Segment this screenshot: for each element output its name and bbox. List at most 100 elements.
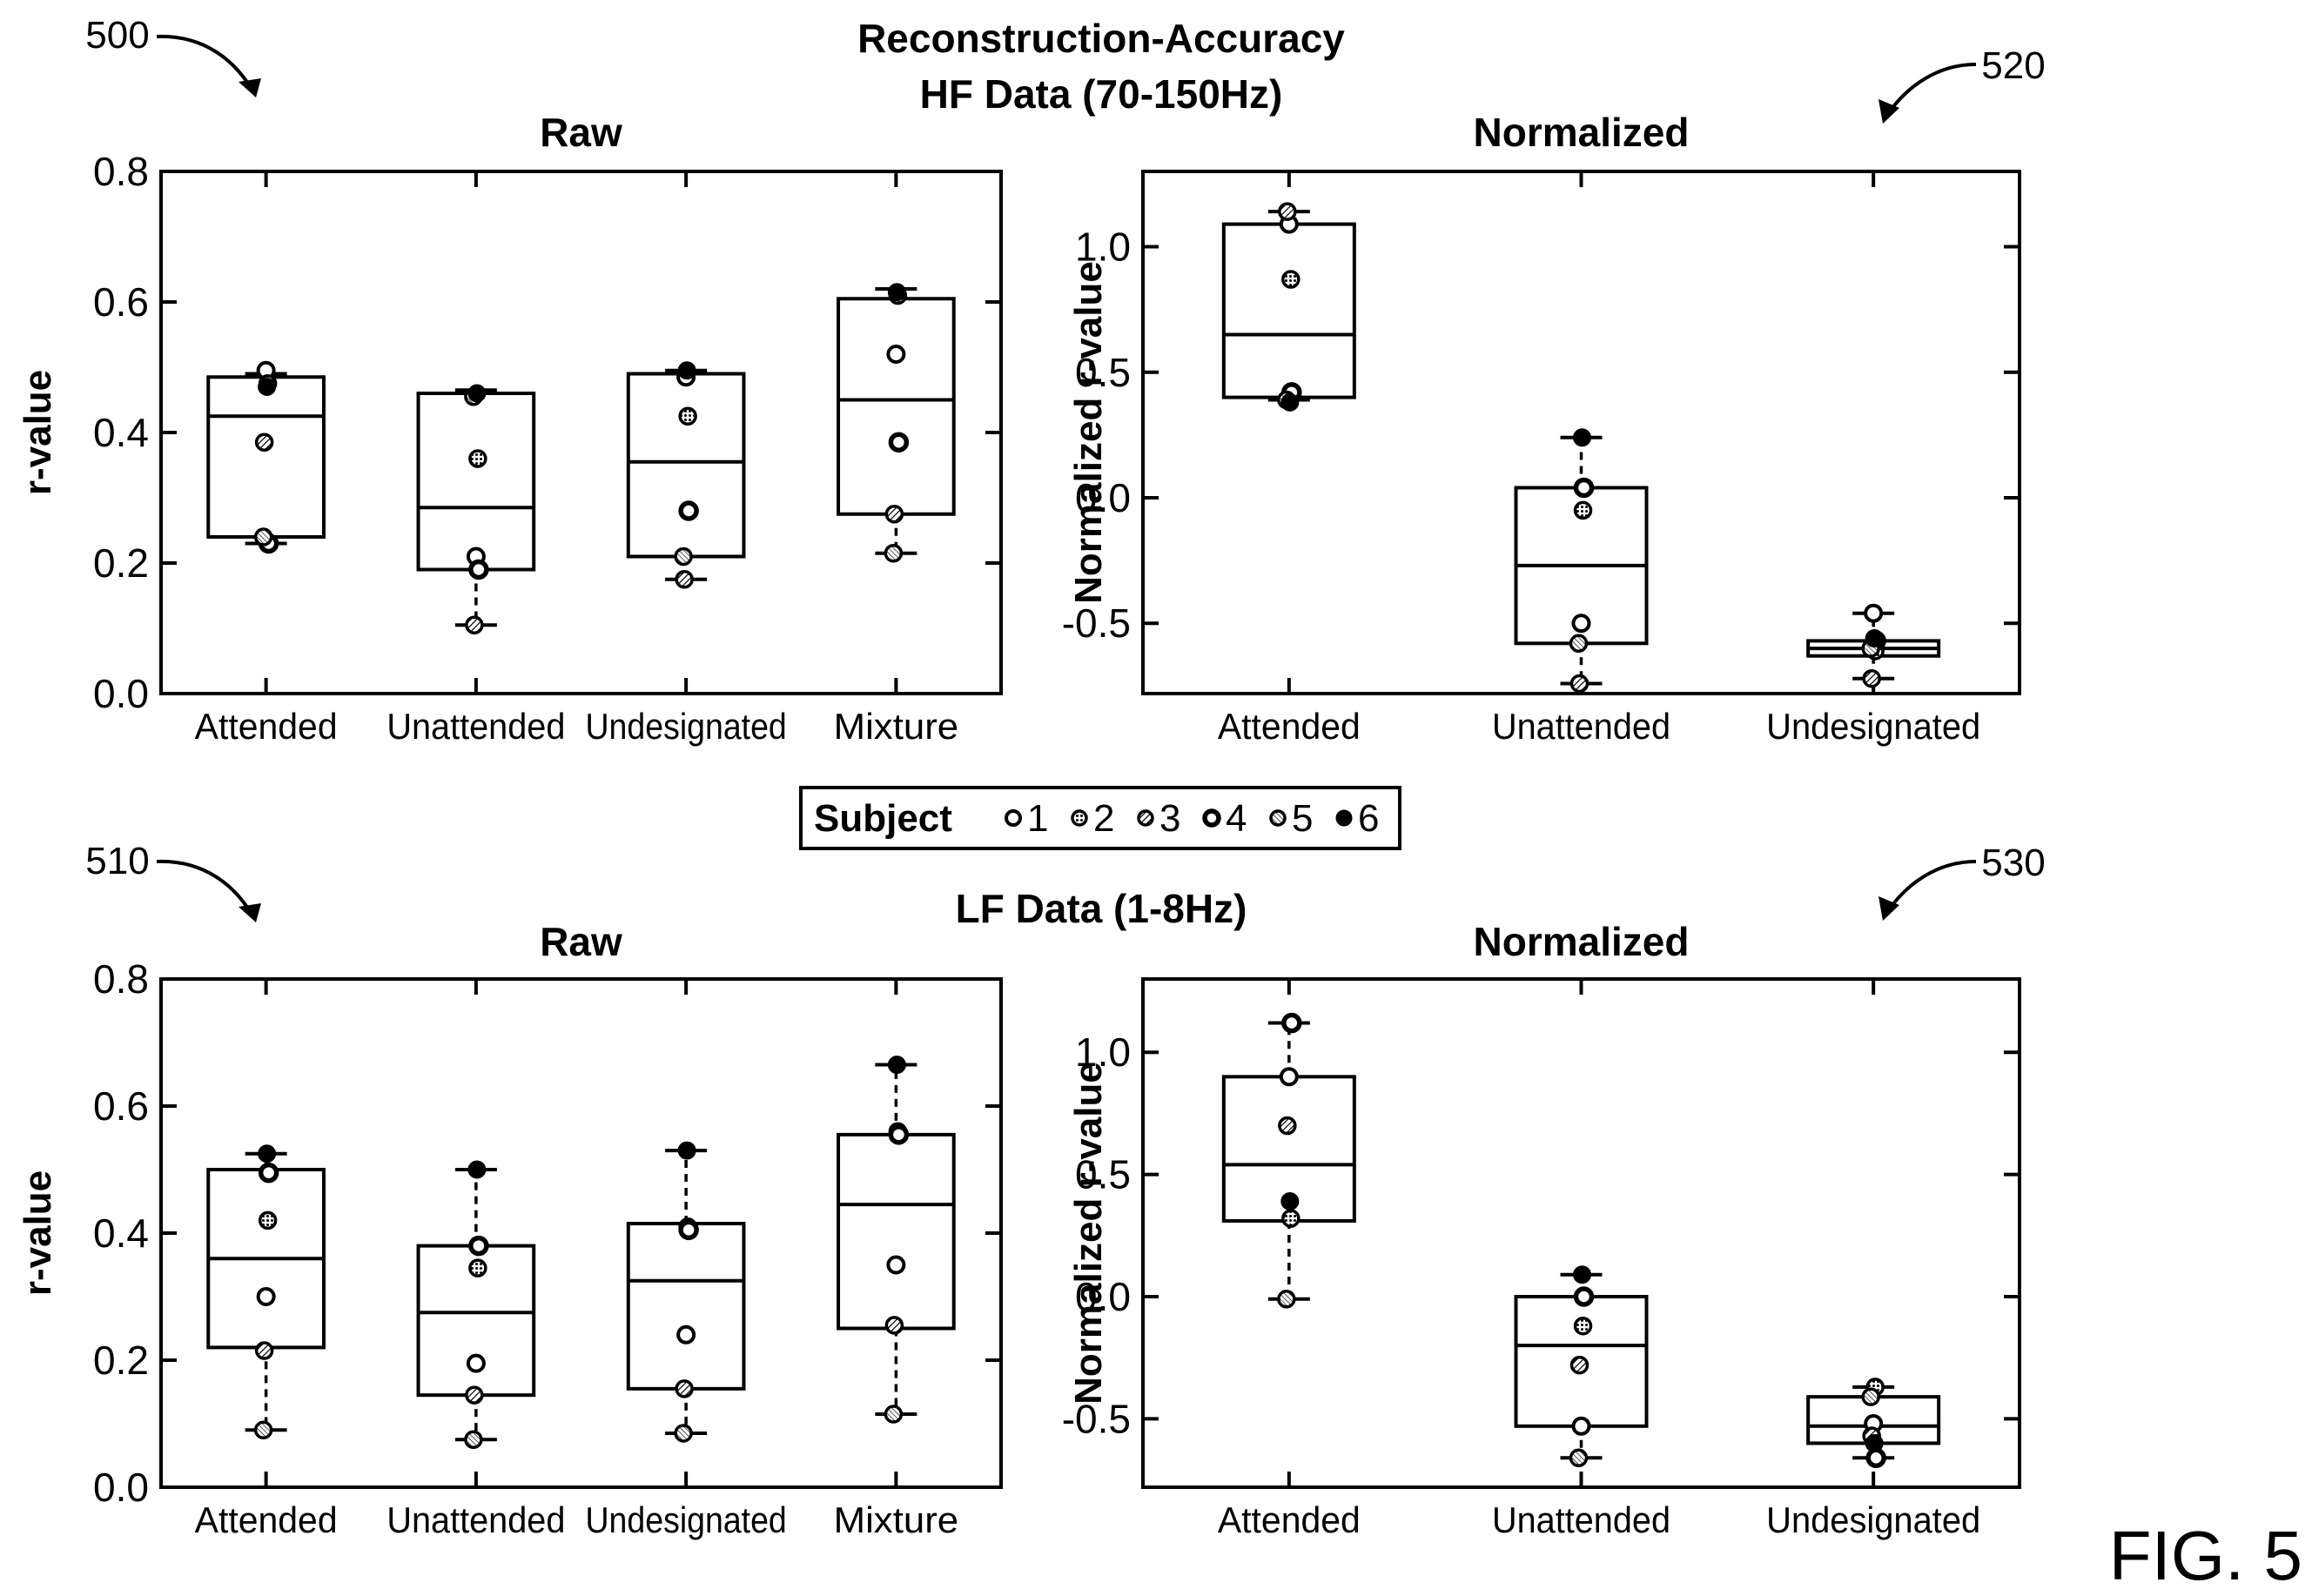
y-tick-label: 0.6 [93,279,149,325]
x-tick-label-attended: Attended [195,1499,338,1540]
fig-label: FIG. 5 [2109,1517,2302,1594]
y-tick-label: 0.0 [1075,475,1131,520]
point-subject-5 [674,547,693,567]
box-iqr [837,297,956,516]
legend-text-subject-6: 6 [1358,797,1379,840]
legend-marker-subject-1 [1005,809,1022,827]
legend-label: Subject [814,797,952,840]
point-subject-5 [253,527,273,547]
legend-box [799,786,1401,850]
y-tick-label: 1.0 [1075,225,1131,270]
ref-arrowhead-500 [239,78,261,97]
panel-title: Raw [540,110,622,155]
box-iqr [206,375,326,539]
ref-520: 520 [1879,44,2046,124]
ref-arrow-510 [156,859,254,917]
ref-530: 530 [1879,842,2046,921]
point-subject-3 [1862,668,1881,688]
box-iqr [626,372,746,559]
figure-title-line1: Reconstruction-Accuracy [857,16,1345,61]
point-subject-3 [465,1385,484,1405]
plot-frame [159,170,1003,695]
panel-510: Raw r-value 0.0 0.2 0.4 0.6 0.8 Attended Unatten… [17,919,1003,1540]
ref-500: 500 [85,14,261,97]
point-subject-6 [1573,428,1591,447]
y-axis-label: r-value [17,370,59,495]
point-subject-6 [467,1160,487,1179]
x-tick-label-undesignated: Undesignated [586,1499,787,1540]
legend-text-subject-1: 1 [1027,797,1048,840]
y-tick-label: 0.5 [1075,1152,1131,1197]
legend: Subject 1 2 3 4 5 6 [799,786,1401,850]
panel-520: Normalized Normalized r-value-0.5 0.0 0.5 1.… [1062,110,2021,747]
y-tick-label: 0.2 [93,1338,149,1383]
point-subject-2 [1573,500,1593,520]
x-tick-label-mixture: Mixture [834,1499,959,1540]
point-subject-3 [1569,1355,1590,1375]
plot-frame [159,977,1003,1489]
y-tick-label: 0.6 [93,1083,149,1129]
point-subject-6 [258,1144,277,1163]
point-subject-1 [886,1255,906,1275]
point-subject-4 [1281,1012,1302,1034]
box-iqr [837,1132,956,1331]
y-tick-label: 0.8 [93,149,149,194]
y-axis-label: Normalized r-value [1067,261,1110,604]
panel-530: Normalized Normalized r-value-0.5 0.0 0.5 1.… [1062,919,2021,1540]
box-attended [206,372,326,546]
point-subject-6 [467,384,487,403]
point-subject-2 [1281,270,1300,289]
point-subject-2 [468,449,487,468]
point-subject-3 [884,505,904,524]
y-tick-label: 0.4 [93,410,149,455]
point-subject-5 [464,1430,483,1449]
point-subject-6 [1280,392,1300,412]
ref-label-500: 500 [85,14,149,57]
legend-marker-subject-5 [1269,809,1287,827]
point-subject-2 [468,1258,487,1277]
point-subject-6 [1865,629,1884,648]
legend-text-subject-2: 2 [1093,797,1114,840]
point-subject-1 [676,1324,696,1345]
point-subject-3 [465,615,484,634]
legend-marker-subject-6 [1335,809,1353,827]
x-tick-label-unattended: Unattended [386,706,565,747]
point-subject-3 [1569,674,1590,694]
x-tick-label-undesignated: Undesignated [1766,706,1980,747]
ref-arrowhead-510 [239,903,261,922]
point-subject-3 [254,1341,274,1360]
point-subject-1 [1864,603,1884,623]
ref-arrow-530 [1885,860,1977,914]
ref-label-530: 530 [1981,842,2045,884]
point-subject-6 [1865,1433,1884,1452]
legend-marker-subject-2 [1071,809,1088,827]
box-mixture [837,1063,956,1417]
x-tick-label-attended: Attended [195,706,338,747]
ref-label-520: 520 [1981,44,2045,87]
point-subject-5 [1277,1290,1296,1309]
point-subject-3 [884,1316,904,1335]
point-subject-4 [678,1219,699,1241]
x-tick-label-undesignated: Undesignated [1766,1499,1980,1540]
figure-title-line2: HF Data (70-150Hz) [920,71,1283,117]
point-subject-6 [677,361,696,380]
point-subject-5 [253,1420,273,1440]
plot-frame [1141,977,2021,1489]
point-subject-3 [1278,1116,1297,1136]
x-tick-label-undesignated: Undesignated [586,706,787,747]
legend-text-subject-4: 4 [1226,797,1247,840]
ref-arrowhead-530 [1879,896,1899,921]
point-subject-1 [886,345,906,364]
lf-section-title: LF Data (1-8Hz) [956,886,1247,931]
y-axis-label: Normalized r-value [1067,1062,1110,1405]
y-axis-label: r-value [17,1170,59,1296]
point-subject-6 [887,283,906,302]
point-subject-2 [1573,1316,1593,1336]
x-tick-label-unattended: Unattended [1492,706,1670,747]
point-subject-4 [1573,1286,1595,1307]
point-subject-4 [1865,1447,1886,1469]
legend-text-subject-5: 5 [1292,797,1313,840]
point-subject-2 [678,406,697,426]
point-subject-5 [1569,634,1589,654]
point-subject-6 [1573,1265,1591,1284]
